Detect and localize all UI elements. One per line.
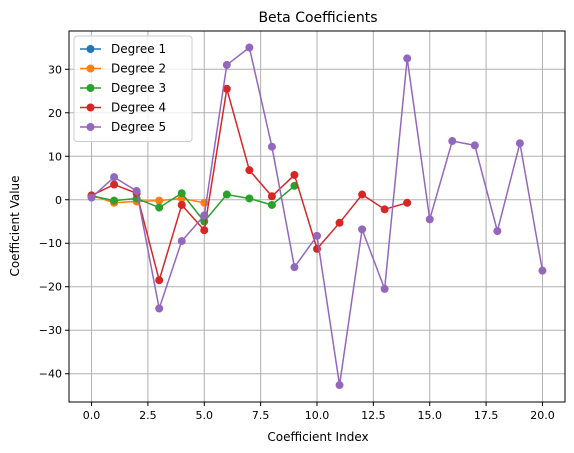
legend-marker	[86, 64, 95, 73]
data-point-degree-4	[110, 180, 119, 189]
data-point-degree-5	[335, 381, 344, 390]
y-tick-label: 20	[48, 107, 62, 120]
x-tick-label: 2.5	[139, 409, 157, 422]
data-point-degree-5	[222, 60, 231, 69]
data-point-degree-4	[155, 276, 164, 285]
data-point-degree-3	[267, 200, 276, 209]
legend-label: Degree 3	[111, 81, 166, 95]
data-point-degree-5	[493, 227, 502, 236]
data-point-degree-5	[470, 141, 479, 150]
series-degree-5	[87, 43, 547, 390]
y-tick-label: 10	[48, 150, 62, 163]
grid-layer	[69, 31, 565, 402]
data-point-degree-5	[132, 187, 141, 196]
data-point-degree-5	[403, 54, 412, 63]
legend-item-degree-1: Degree 1	[80, 42, 166, 56]
y-tick-label: −30	[39, 324, 62, 337]
data-point-degree-4	[222, 84, 231, 93]
legend-box	[73, 35, 193, 142]
data-point-degree-2	[155, 196, 164, 205]
data-point-degree-5	[538, 266, 547, 275]
data-point-degree-5	[425, 215, 434, 224]
data-point-degree-4	[358, 190, 367, 199]
data-point-degree-3	[177, 189, 186, 198]
series-degree-3	[87, 181, 299, 226]
data-point-degree-4	[290, 170, 299, 179]
series-layer	[87, 43, 547, 390]
data-point-degree-5	[380, 284, 389, 293]
data-point-degree-4	[177, 200, 186, 209]
x-tick-label: 5.0	[196, 409, 214, 422]
legend-marker	[86, 45, 95, 53]
legend: Degree 1 Degree 2 Degree 3 Degree 4 Degree 5	[73, 35, 193, 142]
data-point-degree-4	[380, 205, 389, 214]
data-point-degree-5	[110, 173, 119, 182]
y-tick-label: 30	[48, 63, 62, 76]
legend-label: Degree 2	[111, 62, 166, 76]
series-degree-4	[87, 84, 412, 285]
data-point-degree-5	[515, 139, 524, 148]
data-point-degree-4	[335, 218, 344, 227]
data-point-degree-4	[267, 192, 276, 201]
data-point-degree-5	[200, 211, 209, 220]
tick-layer: 0.0 2.5 5.0 7.5 10.0 12.5 15.0 17.5 20.0 −40 −30 −2…	[39, 63, 555, 422]
y-tick-label: 0	[55, 194, 62, 207]
data-point-degree-3	[245, 194, 254, 203]
data-point-degree-3	[222, 190, 231, 199]
chart-title: Beta Coefficients	[258, 10, 377, 26]
x-tick-label: 7.5	[252, 409, 270, 422]
data-point-degree-3	[110, 196, 119, 205]
x-tick-label: 20.0	[530, 409, 555, 422]
data-point-degree-4	[200, 226, 209, 235]
data-point-degree-5	[155, 304, 164, 313]
legend-marker	[86, 103, 95, 112]
data-point-degree-5	[87, 193, 96, 202]
y-axis-label: Coefficient Value	[8, 175, 22, 276]
legend-label: Degree 5	[111, 120, 166, 134]
legend-item-degree-2: Degree 2	[80, 62, 166, 76]
y-tick-label: −20	[39, 281, 62, 294]
data-point-degree-4	[403, 198, 412, 207]
y-tick-label: −10	[39, 237, 62, 250]
x-tick-label: 17.5	[474, 409, 499, 422]
x-tick-label: 10.0	[305, 409, 330, 422]
legend-item-degree-5: Degree 5	[80, 120, 166, 134]
x-tick-label: 0.0	[83, 409, 101, 422]
data-point-degree-5	[448, 137, 457, 146]
data-point-degree-5	[267, 142, 276, 151]
x-tick-label: 15.0	[417, 409, 442, 422]
data-point-degree-5	[177, 237, 186, 246]
legend-item-degree-4: Degree 4	[80, 101, 166, 115]
data-point-degree-3	[155, 203, 164, 212]
legend-marker	[86, 123, 95, 131]
legend-label: Degree 4	[111, 101, 166, 115]
legend-label: Degree 1	[111, 42, 166, 56]
y-tick-label: −40	[39, 368, 62, 381]
data-point-degree-5	[290, 263, 299, 272]
legend-item-degree-3: Degree 3	[80, 81, 166, 95]
data-point-degree-5	[313, 231, 321, 240]
x-axis-label: Coefficient Index	[267, 430, 368, 444]
legend-marker	[86, 84, 95, 92]
data-point-degree-4	[245, 166, 254, 175]
x-tick-label: 12.5	[361, 409, 386, 422]
series-line-degree-3	[91, 185, 295, 223]
data-point-degree-5	[358, 225, 367, 234]
data-point-degree-5	[245, 43, 254, 52]
